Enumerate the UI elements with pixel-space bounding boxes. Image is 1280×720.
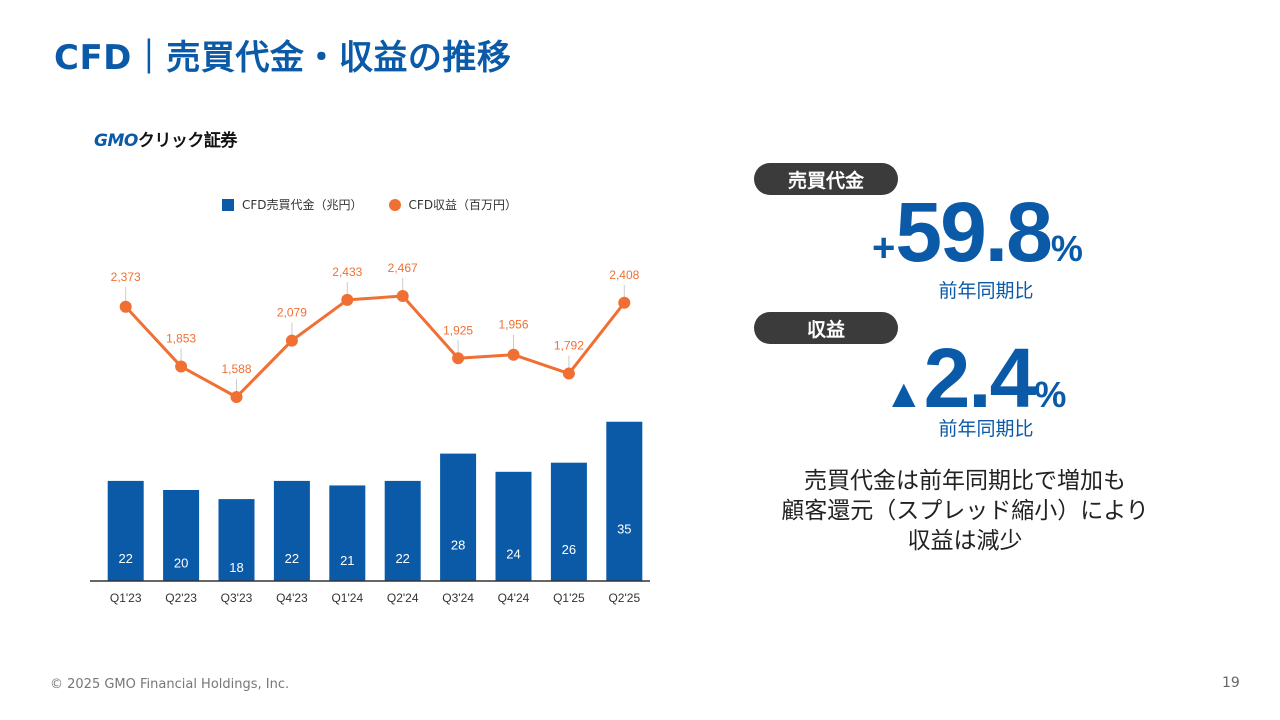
kpi-volume-note: 前年同期比 — [938, 280, 1034, 302]
kpi-revenue-sign: ▲ — [884, 372, 924, 416]
company-logo: GMOクリック証券 — [94, 126, 237, 151]
bar — [329, 485, 366, 581]
comment-line: 顧客還元（スプレッド縮小）により — [781, 498, 1149, 524]
kpi-revenue-label: 収益 — [754, 312, 898, 344]
bar — [440, 453, 477, 581]
kpi-revenue-number: 2.4 — [923, 331, 1037, 425]
kpi-volume-label: 売買代金 — [754, 163, 898, 195]
x-tick-label: Q1'23 — [110, 591, 142, 605]
bar — [107, 480, 144, 581]
bar — [218, 499, 255, 581]
revenue-point — [285, 334, 298, 347]
x-tick-label: Q3'24 — [442, 591, 474, 605]
x-tick-label: Q1'25 — [553, 591, 585, 605]
comment-line: 売買代金は前年同期比で増加も — [804, 468, 1126, 494]
bar-value-label: 35 — [617, 521, 631, 536]
x-tick-label: Q2'24 — [387, 591, 419, 605]
bar-value-label: 24 — [506, 546, 520, 561]
legend-label-volume: CFD売買代金（兆円） — [242, 198, 363, 212]
legend-item-revenue: CFD収益（百万円） — [388, 196, 518, 213]
revenue-value-label: 2,079 — [277, 306, 307, 320]
revenue-point — [452, 352, 465, 365]
revenue-value-label: 2,408 — [609, 268, 639, 282]
page-title: CFD｜売買代金・収益の推移 — [54, 38, 512, 78]
kpi-revenue-note: 前年同期比 — [938, 418, 1034, 440]
x-tick-label: Q1'24 — [331, 591, 363, 605]
revenue-point — [618, 296, 631, 309]
commentary: 売買代金は前年同期比で増加も 顧客還元（スプレッド縮小）により 収益は減少 — [740, 466, 1190, 556]
kpi-revenue-value: ▲2.4% — [884, 330, 1066, 427]
revenue-point — [562, 367, 575, 380]
bar — [606, 421, 643, 581]
bar-value-label: 20 — [174, 556, 188, 571]
x-tick-label: Q4'23 — [276, 591, 308, 605]
comment-line: 収益は減少 — [907, 528, 1023, 554]
revenue-value-label: 1,925 — [443, 323, 473, 337]
kpi-volume-sign: + — [872, 226, 896, 270]
kpi-volume-value: +59.8% — [872, 184, 1083, 281]
bar — [495, 471, 532, 581]
revenue-value-label: 1,588 — [221, 362, 251, 376]
revenue-point — [341, 293, 354, 306]
bar-value-label: 22 — [118, 551, 132, 566]
revenue-point — [175, 360, 188, 373]
revenue-point — [507, 348, 520, 361]
bar-value-label: 22 — [395, 551, 409, 566]
revenue-value-label: 2,433 — [332, 265, 362, 279]
legend-label-revenue: CFD収益（百万円） — [408, 198, 518, 212]
revenue-value-label: 2,373 — [111, 270, 141, 284]
page-number: 19 — [1222, 675, 1240, 691]
legend-swatch-bar — [222, 198, 234, 211]
bar — [273, 480, 310, 581]
copyright-footer: © 2025 GMO Financial Holdings, Inc. — [50, 677, 290, 692]
chart-legend: CFD売買代金（兆円） CFD収益（百万円） — [222, 196, 517, 213]
revenue-point — [396, 290, 409, 302]
revenue-value-label: 1,792 — [554, 339, 584, 353]
revenue-value-label: 1,956 — [498, 318, 528, 332]
bar-value-label: 21 — [340, 553, 354, 568]
x-tick-label: Q2'23 — [165, 591, 197, 605]
logo-name: クリック証券 — [137, 131, 238, 151]
x-tick-label: Q4'24 — [498, 591, 530, 605]
revenue-value-label: 2,467 — [388, 261, 418, 275]
kpi-volume-unit: % — [1050, 228, 1083, 269]
bar — [384, 480, 421, 581]
legend-swatch-dot — [388, 198, 401, 211]
revenue-line — [124, 294, 626, 399]
revenue-point — [230, 391, 243, 403]
legend-item-volume: CFD売買代金（兆円） — [222, 196, 363, 213]
revenue-point — [119, 300, 132, 313]
bar-value-label: 22 — [285, 551, 299, 566]
bar — [163, 490, 200, 581]
kpi-revenue-unit: % — [1034, 374, 1067, 415]
x-tick-label: Q2'25 — [608, 591, 640, 605]
bar-value-label: 28 — [451, 537, 465, 552]
revenue-value-label: 1,853 — [166, 332, 196, 346]
bar — [550, 462, 587, 581]
logo-brand: GMO — [94, 131, 138, 151]
x-tick-label: Q3'23 — [221, 591, 253, 605]
bar-value-label: 18 — [229, 560, 243, 575]
bar-value-label: 26 — [562, 542, 576, 557]
kpi-volume-number: 59.8 — [895, 185, 1052, 279]
